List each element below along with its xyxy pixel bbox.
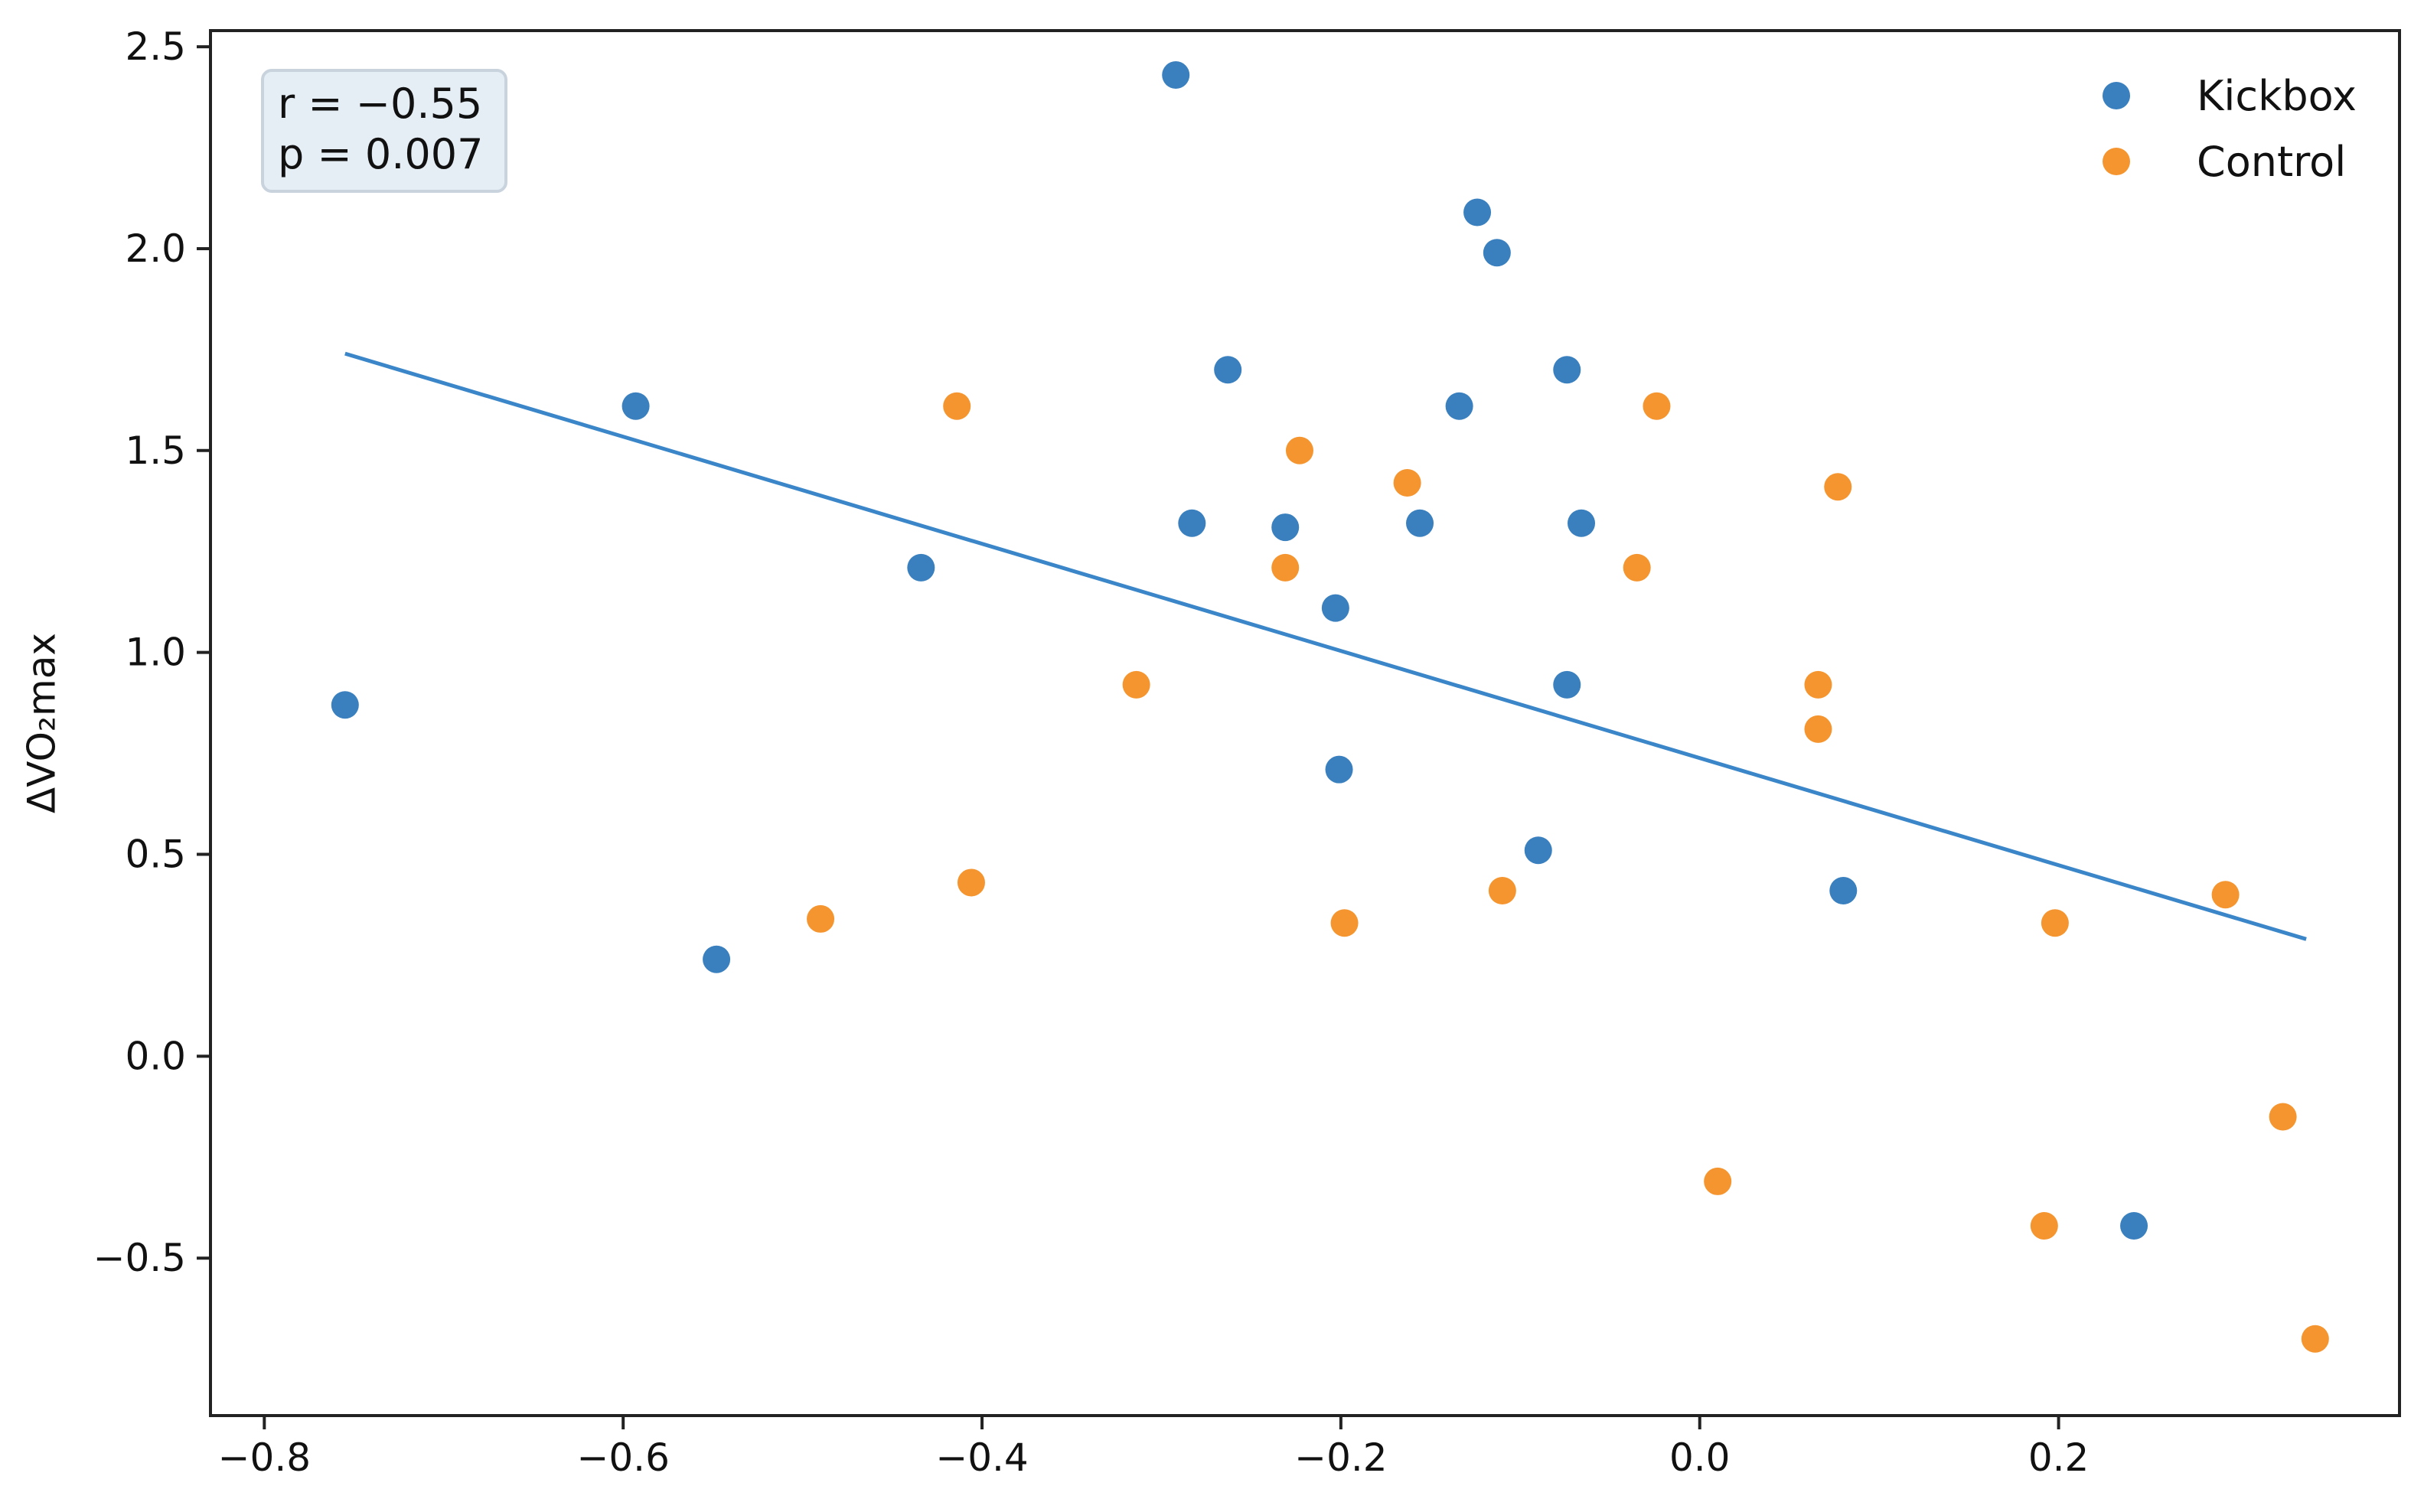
- scatter-point-kickbox: [1829, 876, 1858, 904]
- y-tick-label: 2.5: [125, 24, 186, 69]
- scatter-point-control: [2301, 1325, 2329, 1353]
- scatter-point-control: [1824, 473, 1852, 501]
- y-tick-label: 0.5: [125, 833, 186, 877]
- scatter-point-control: [1643, 392, 1671, 420]
- x-tick-label: −0.4: [935, 1435, 1028, 1480]
- scatter-point-control: [2211, 881, 2240, 909]
- scatter-point-kickbox: [1271, 513, 1300, 542]
- scatter-point-kickbox: [703, 945, 731, 973]
- scatter-point-control: [2030, 1211, 2058, 1240]
- scatter-point-control: [807, 904, 835, 933]
- correlation-p-text: p = 0.007: [278, 130, 483, 178]
- scatter-point-kickbox: [1553, 670, 1581, 699]
- legend-marker-kickbox: [2103, 82, 2130, 109]
- ticks-layer: −0.8 −0.6 −0.4 −0.2 0.0 0.2 −0.5 0.0 0.5 1.0 1.5 2.…: [93, 24, 2090, 1480]
- scatter-point-kickbox: [1406, 509, 1434, 537]
- scatter-point-kickbox: [331, 691, 359, 719]
- x-tick-label: −0.8: [218, 1435, 311, 1480]
- scatter-point-kickbox: [621, 392, 650, 420]
- y-tick-label: 2.0: [125, 226, 186, 271]
- legend-label-control: Control: [2197, 138, 2346, 186]
- scatter-point-control: [2041, 909, 2069, 937]
- scatter-point-control: [2269, 1103, 2297, 1131]
- scatter-point-kickbox: [1483, 239, 1511, 267]
- scatter-point-kickbox: [1568, 509, 1596, 537]
- regression-layer: [344, 351, 2307, 941]
- x-tick-label: 0.0: [1669, 1435, 1731, 1480]
- scatter-point-kickbox: [1524, 836, 1552, 865]
- y-tick-label: 1.0: [125, 631, 186, 675]
- x-tick-label: −0.2: [1294, 1435, 1387, 1480]
- scatter-point-control: [1488, 876, 1516, 904]
- scatter-point-kickbox: [1445, 392, 1473, 420]
- scatter-point-control: [1623, 553, 1651, 582]
- y-axis-label: ΔVO₂max: [20, 633, 64, 813]
- legend-label-kickbox: Kickbox: [2197, 72, 2357, 120]
- scatter-point-control: [957, 868, 985, 897]
- legend-marker-control: [2103, 148, 2130, 175]
- plot-frame: [209, 29, 2401, 1417]
- y-tick-label: −0.5: [93, 1236, 186, 1280]
- stats-box-background: [261, 69, 507, 193]
- scatter-point-kickbox: [907, 553, 935, 582]
- scatter-point-kickbox: [1162, 61, 1190, 90]
- legend: Kickbox Control: [2103, 72, 2357, 186]
- x-tick-label: −0.6: [576, 1435, 669, 1480]
- scatter-point-kickbox: [1463, 198, 1492, 226]
- scatter-point-control: [1285, 436, 1313, 464]
- x-tick-label: 0.2: [2028, 1435, 2090, 1480]
- y-tick-label: 1.5: [125, 429, 186, 473]
- scatter-point-kickbox: [2120, 1211, 2148, 1240]
- scatter-point-kickbox: [1178, 509, 1206, 537]
- scatter-point-control: [1271, 553, 1300, 582]
- stats-annotation-box: r = −0.55 p = 0.007: [261, 69, 507, 193]
- scatter-point-control: [1804, 670, 1832, 699]
- scatter-point-kickbox: [1321, 594, 1349, 622]
- regression-line: [344, 351, 2307, 941]
- scatter-point-kickbox: [1214, 356, 1242, 384]
- scatter-point-kickbox: [1553, 356, 1581, 384]
- scatter-point-control: [1704, 1167, 1732, 1195]
- scatter-point-control: [1804, 715, 1832, 743]
- points-layer: [331, 61, 2329, 1353]
- scatter-point-control: [1393, 469, 1421, 497]
- correlation-r-text: r = −0.55: [278, 80, 482, 128]
- scatter-point-control: [1122, 670, 1150, 699]
- scatter-point-control: [943, 392, 971, 420]
- y-tick-label: 0.0: [125, 1034, 186, 1078]
- scatter-point-kickbox: [1325, 755, 1353, 784]
- scatter-point-control: [1330, 909, 1359, 937]
